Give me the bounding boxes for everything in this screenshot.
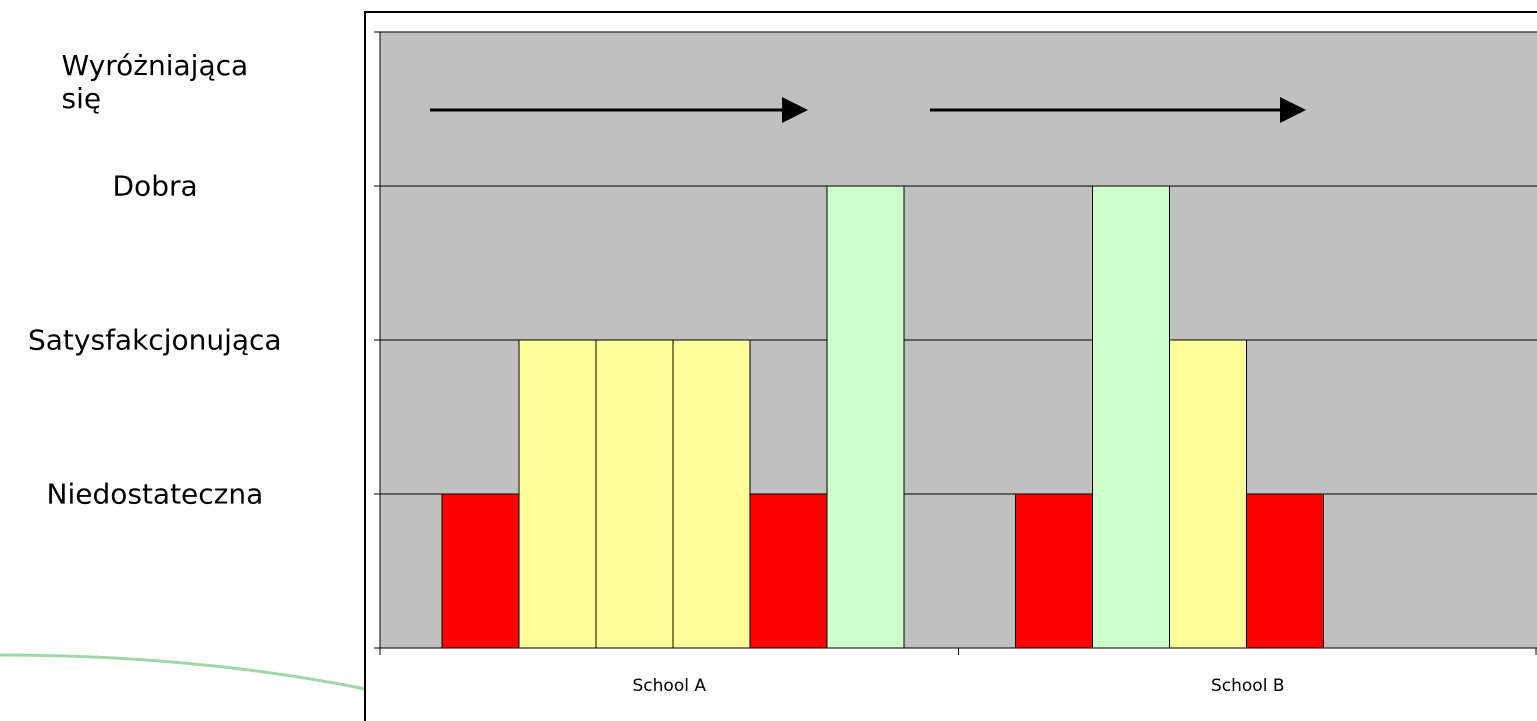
bar (826, 185, 905, 649)
y-tick-label: Satysfakcjonująca (28, 323, 282, 357)
bar (441, 493, 520, 649)
x-tick-label: School B (1211, 676, 1285, 696)
bar (1246, 493, 1324, 649)
bar (1169, 339, 1247, 649)
y-tick-label: Dobra (112, 169, 198, 203)
bar (1015, 493, 1093, 649)
bar (672, 339, 751, 649)
bar (518, 339, 597, 649)
bar (1092, 185, 1170, 649)
arrow-head (782, 97, 808, 123)
arrow-head (1280, 97, 1306, 123)
x-tick-label: School A (633, 676, 707, 696)
y-tick-label: Wyróżniająca się (61, 49, 249, 115)
decoration (0, 653, 371, 692)
y-tick-label: Niedostateczna (46, 477, 264, 511)
bar (749, 493, 828, 649)
bar (595, 339, 674, 649)
